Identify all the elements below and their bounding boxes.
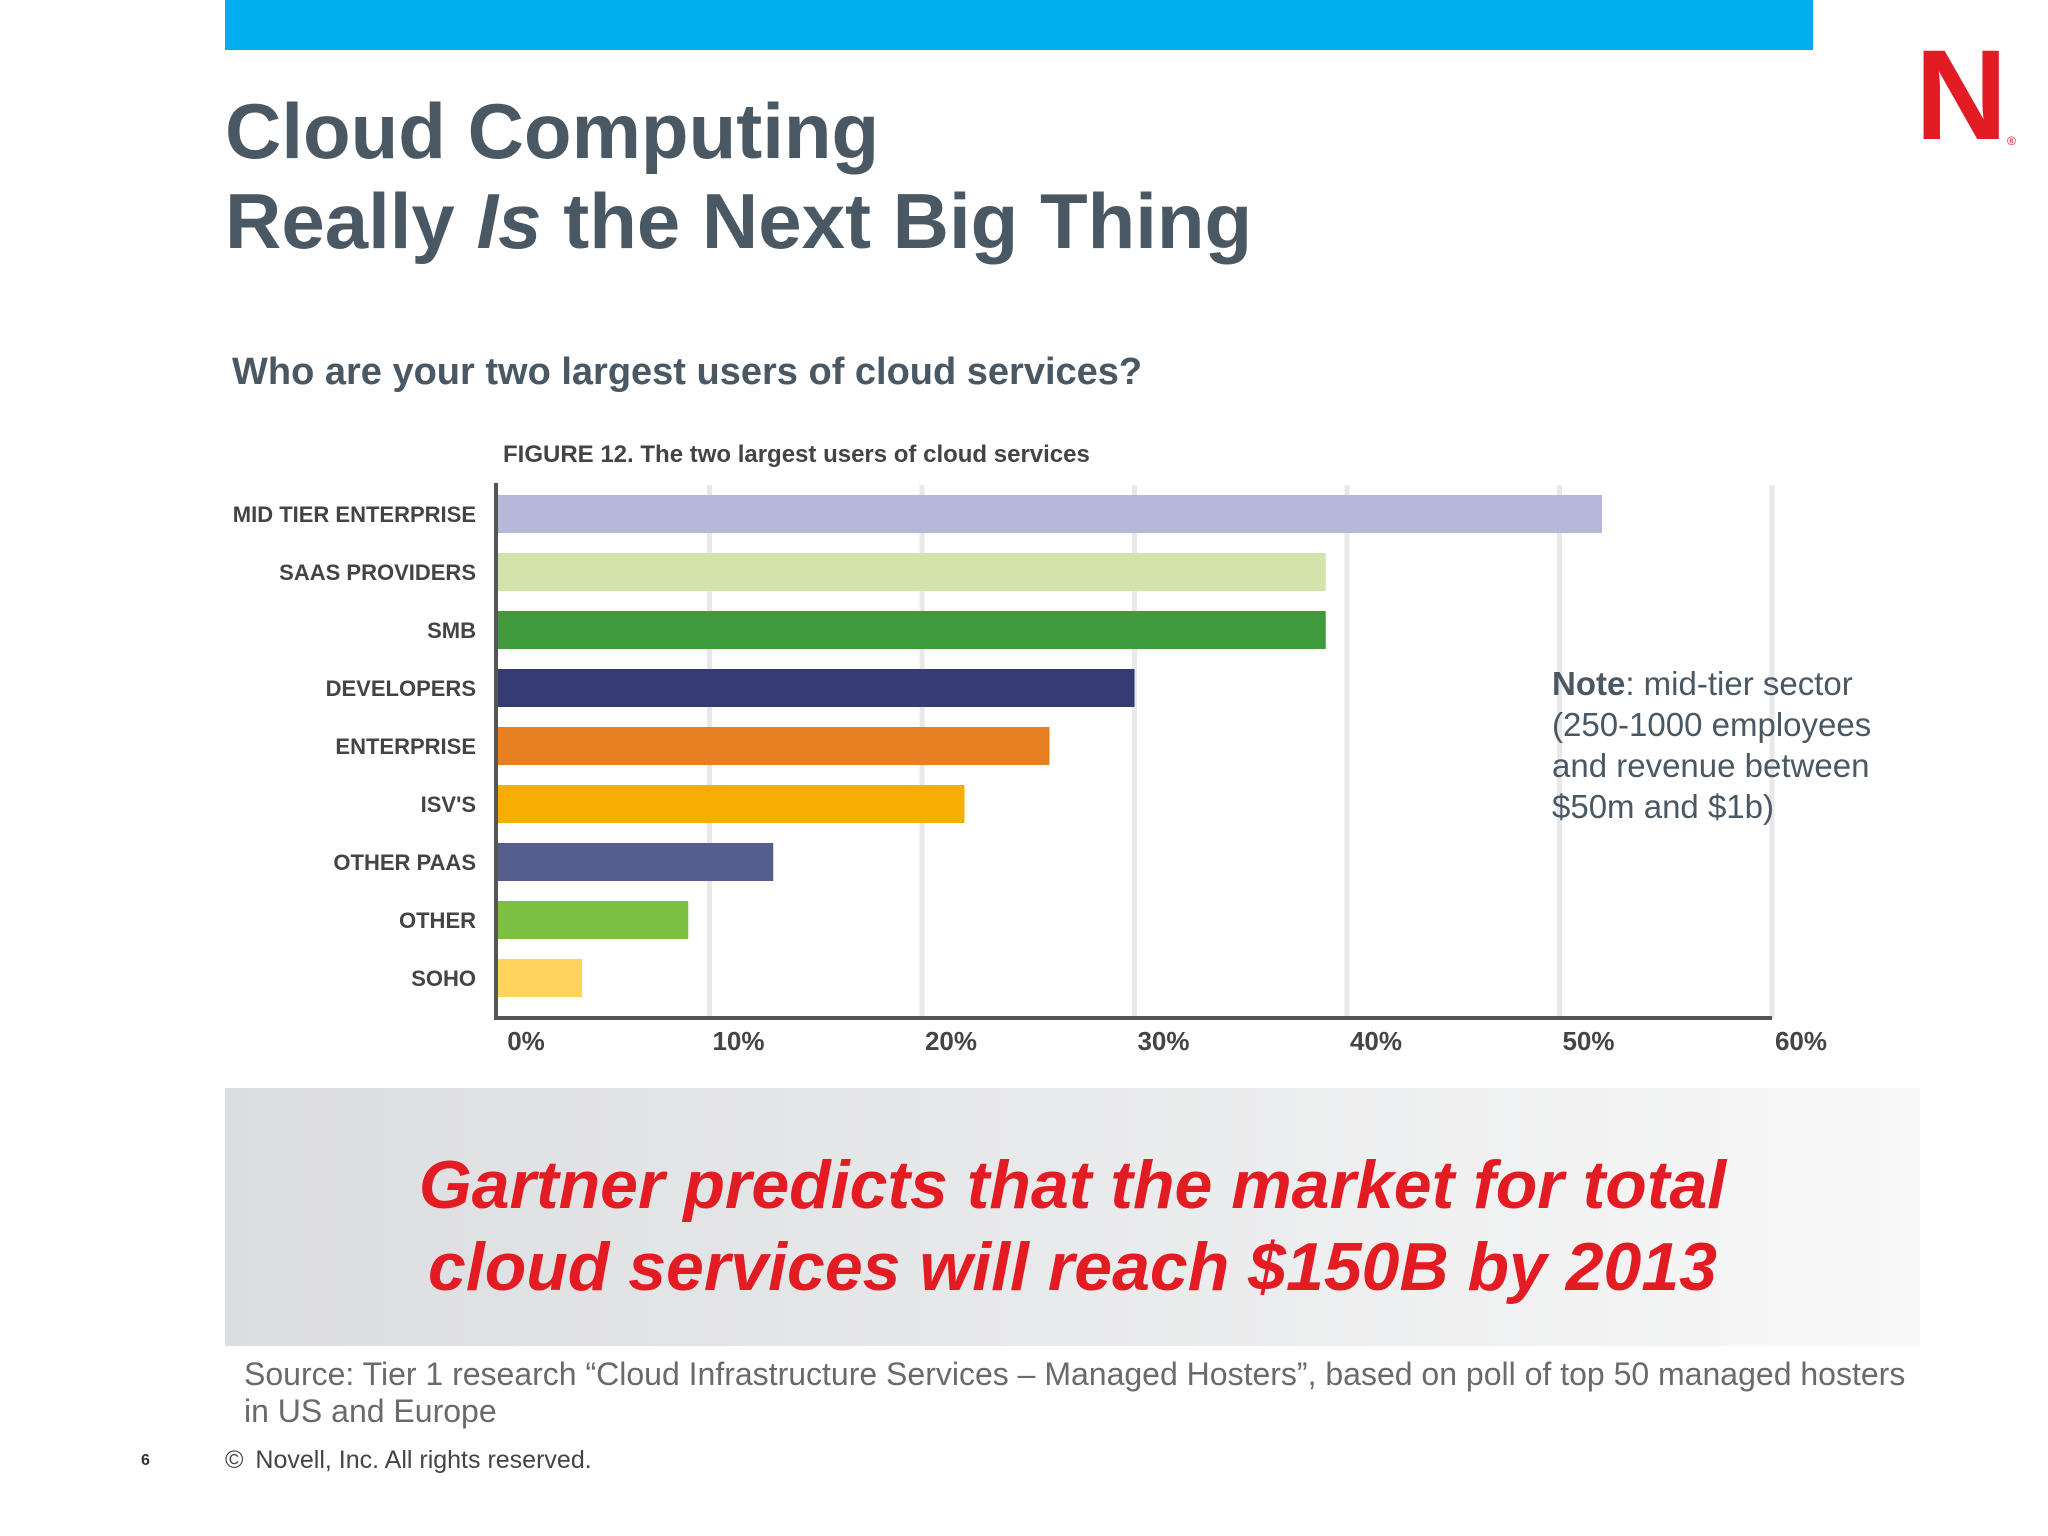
- logo-letter: N: [1915, 24, 2007, 167]
- tick-label: 20%: [925, 1026, 977, 1056]
- category-label: ENTERPRISE: [335, 734, 476, 759]
- bar-chart: MID TIER ENTERPRISE SAAS PROVIDERS SMB DEVE…: [233, 483, 1827, 1056]
- category-label: OTHER: [399, 908, 476, 933]
- bar: [497, 727, 1050, 765]
- chart-question: Who are your two largest users of cloud …: [232, 351, 1143, 393]
- title-line-1: Cloud Computing: [225, 87, 880, 175]
- title-line-2-post: the Next Big Thing: [541, 177, 1253, 265]
- bar: [497, 959, 582, 997]
- category-label: SMB: [427, 618, 476, 643]
- chart-area: FIGURE 12. The two largest users of clou…: [233, 441, 1827, 1056]
- bar: [497, 785, 965, 823]
- title-line-2: Really Is the Next Big Thing: [225, 176, 1252, 266]
- category-label: MID TIER ENTERPRISE: [233, 502, 476, 527]
- note-label: Note: [1552, 665, 1626, 702]
- bar: [497, 901, 689, 939]
- banner-line-1: Gartner predicts that the market for tot…: [418, 1147, 1727, 1223]
- tick-label: 30%: [1137, 1026, 1189, 1056]
- banner-text: Gartner predicts that the market for tot…: [225, 1144, 1920, 1308]
- copyright-text: Novell, Inc. All rights reserved.: [255, 1446, 592, 1474]
- top-accent-bar: [225, 0, 1813, 50]
- bar: [497, 553, 1326, 591]
- banner-line-2: cloud services will reach $150B by 2013: [428, 1229, 1717, 1305]
- tick-label: 50%: [1562, 1026, 1614, 1056]
- category-label: SAAS PROVIDERS: [279, 560, 476, 585]
- bar: [497, 669, 1135, 707]
- page-number: 6: [141, 1452, 150, 1469]
- figure-title: FIGURE 12. The two largest users of clou…: [503, 441, 1090, 468]
- copyright: © Novell, Inc. All rights reserved.: [225, 1446, 592, 1475]
- novell-logo: N ®: [1915, 24, 2016, 167]
- bar: [497, 611, 1326, 649]
- bar: [497, 495, 1602, 533]
- tick-label: 40%: [1350, 1026, 1402, 1056]
- category-label: ISV'S: [421, 792, 476, 817]
- slide-title: Cloud Computing Really Is the Next Big T…: [225, 86, 1252, 266]
- tick-label: 0%: [507, 1026, 545, 1056]
- category-label: OTHER PAAS: [333, 850, 476, 875]
- registered-mark: ®: [2007, 134, 2016, 148]
- source-citation: Source: Tier 1 research “Cloud Infrastru…: [244, 1356, 1906, 1429]
- bar: [497, 843, 774, 881]
- category-label: SOHO: [411, 966, 476, 991]
- note-body: : mid-tier sector (250-1000 employees an…: [1552, 665, 1872, 825]
- tick-label: 10%: [712, 1026, 764, 1056]
- tick-label: 60%: [1775, 1026, 1827, 1056]
- copyright-mark: ©: [225, 1446, 244, 1474]
- note-text: Note: mid-tier sector (250-1000 employee…: [1552, 663, 1912, 827]
- category-label: DEVELOPERS: [326, 676, 476, 701]
- title-line-2-emphasis: Is: [476, 177, 542, 265]
- gartner-banner: Gartner predicts that the market for tot…: [225, 1088, 1920, 1346]
- title-line-2-pre: Really: [225, 177, 477, 265]
